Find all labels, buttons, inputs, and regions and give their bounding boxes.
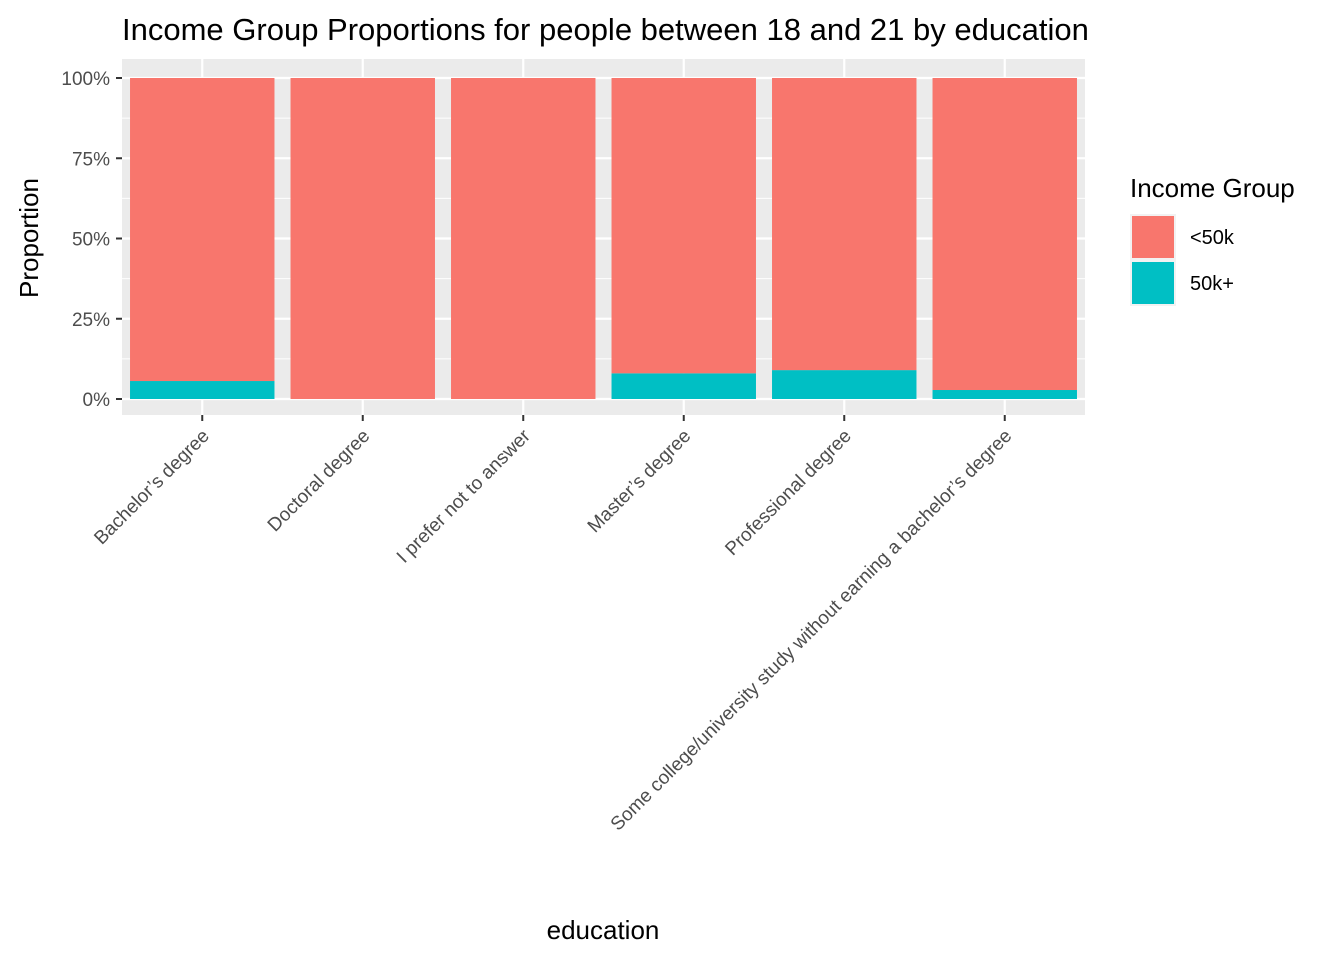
y-tick-label: 100% <box>61 69 110 90</box>
legend-swatch <box>1132 216 1174 258</box>
bar-under-50k <box>130 78 275 382</box>
x-tick-label: Professional degree <box>721 426 855 560</box>
x-tick-label: Master’s degree <box>584 426 695 537</box>
legend-label: 50k+ <box>1190 273 1234 295</box>
bars <box>130 78 1077 399</box>
x-axis: Bachelor’s degree Doctoral degree I prefer… <box>90 415 1016 835</box>
y-tick-label: 75% <box>72 149 110 170</box>
x-tick-label: Doctoral degree <box>264 426 374 536</box>
bar-under-50k <box>611 78 756 374</box>
legend-label: <50k <box>1190 227 1235 249</box>
y-tick-label: 50% <box>72 230 110 251</box>
y-axis: 0% 25% 50% 75% 100% <box>61 69 122 411</box>
bar-50k-plus <box>772 370 917 399</box>
bar-50k-plus <box>932 390 1077 399</box>
y-tick-label: 25% <box>72 310 110 331</box>
bar-50k-plus <box>130 381 275 399</box>
legend: Income Group <50k 50k+ <box>1130 173 1295 306</box>
bar-under-50k <box>932 78 1077 391</box>
bar-under-50k <box>772 78 917 371</box>
legend-title: Income Group <box>1130 173 1295 203</box>
x-tick-label: I prefer not to answer <box>393 425 535 567</box>
bar-50k-plus <box>611 373 756 399</box>
legend-swatch <box>1132 262 1174 304</box>
bar-under-50k <box>451 78 596 399</box>
y-tick-label: 0% <box>83 390 111 411</box>
x-axis-title: education <box>547 915 660 945</box>
bar-under-50k <box>290 78 435 399</box>
x-tick-label: Bachelor’s degree <box>90 426 213 549</box>
x-tick-label: Some college/university study without ea… <box>607 426 1016 835</box>
y-axis-title: Proportion <box>14 178 44 298</box>
chart-title: Income Group Proportions for people betw… <box>122 12 1089 47</box>
